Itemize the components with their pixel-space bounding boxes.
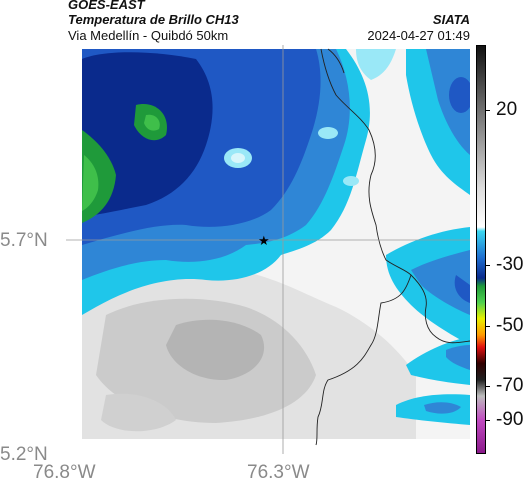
timestamp-label: 2024-04-27 01:49 [367,28,470,43]
longitude-tick-label: 76.3°W [247,462,310,483]
colorbar-label: -70 [496,375,524,396]
colorbar-label: -30 [496,254,524,275]
colorbar-tick [486,386,490,387]
colorbar-tick [486,326,490,327]
temperature-colorbar [476,45,486,454]
colorbar-label: -90 [496,409,524,430]
latitude-tick-label: 5.2°N [0,444,48,465]
satellite-map: ★ [66,45,470,454]
colorbar-label: -50 [496,315,524,336]
colorbar-label: 20 [496,99,518,120]
location-subtitle: Via Medellín - Quibdó 50km [68,28,229,43]
longitude-tick-label: 76.8°W [33,462,96,483]
organization-label: SIATA [432,12,470,27]
brightness-temperature-image: ★ [66,45,470,454]
product-title: Temperatura de Brillo CH13 [68,12,239,27]
latitude-tick-label: 5.7°N [0,230,48,251]
station-star-icon: ★ [258,234,270,249]
colorbar-tick [486,265,490,266]
satellite-title: GOES-EAST [68,0,145,12]
colorbar-tick [486,420,490,421]
colorbar-tick [486,110,490,111]
